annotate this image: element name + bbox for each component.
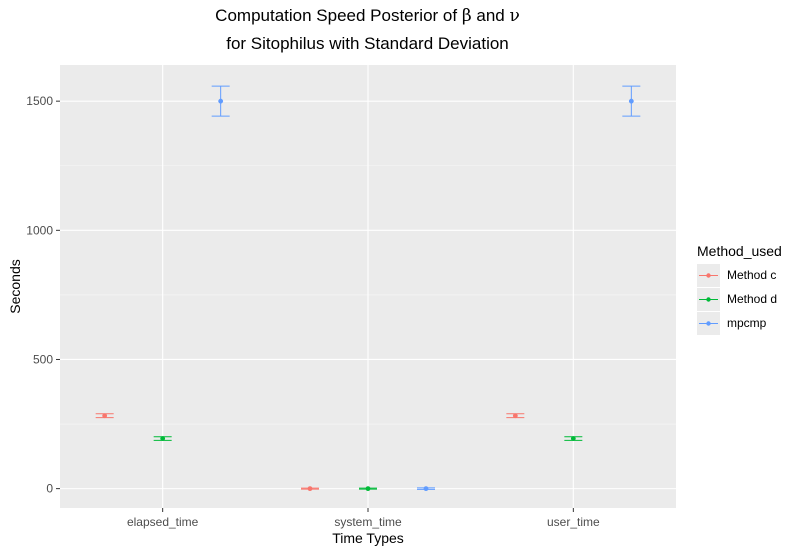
beta-symbol: β [461,6,472,26]
legend-label-method-c: Method c [727,268,777,282]
point-method-d [570,436,576,441]
point-method-c [512,413,518,419]
legend-key-method-c [697,264,720,287]
point-method-d [160,436,166,441]
point-mpcmp [218,98,224,104]
y-axis-title: Seconds [7,259,23,313]
chart-title-line1: Computation Speed Posterior of β and ν [215,6,520,26]
legend-item-method-d: Method d [697,288,777,311]
legend-key-mpcmp [697,312,720,335]
legend-label-method-d: Method d [727,292,778,306]
x-axis-title: Time Types [332,530,404,546]
y-tick-label: 1000 [26,223,53,237]
point-method-c [307,486,313,492]
x-tick-label: user_time [547,515,600,529]
x-tick-label: elapsed_time [127,515,199,529]
y-tick-label: 500 [33,352,53,366]
point-method-c [102,413,108,419]
y-tick-label: 0 [46,482,53,496]
legend-title: Method_used [697,243,782,259]
point-mpcmp [628,98,634,104]
legend-item-mpcmp: mpcmp [697,312,777,335]
chart-title-line2: for Sitophilus with Standard Deviation [226,34,509,53]
y-tick-label: 1500 [26,94,53,108]
nu-symbol: ν [509,6,520,26]
point-mpcmp [423,486,429,492]
legend-key-method-d [697,288,720,311]
point-method-d [365,486,371,492]
x-tick-label: system_time [334,515,402,529]
legend-label-mpcmp: mpcmp [727,316,767,330]
legend-item-method-c: Method c [697,264,777,287]
